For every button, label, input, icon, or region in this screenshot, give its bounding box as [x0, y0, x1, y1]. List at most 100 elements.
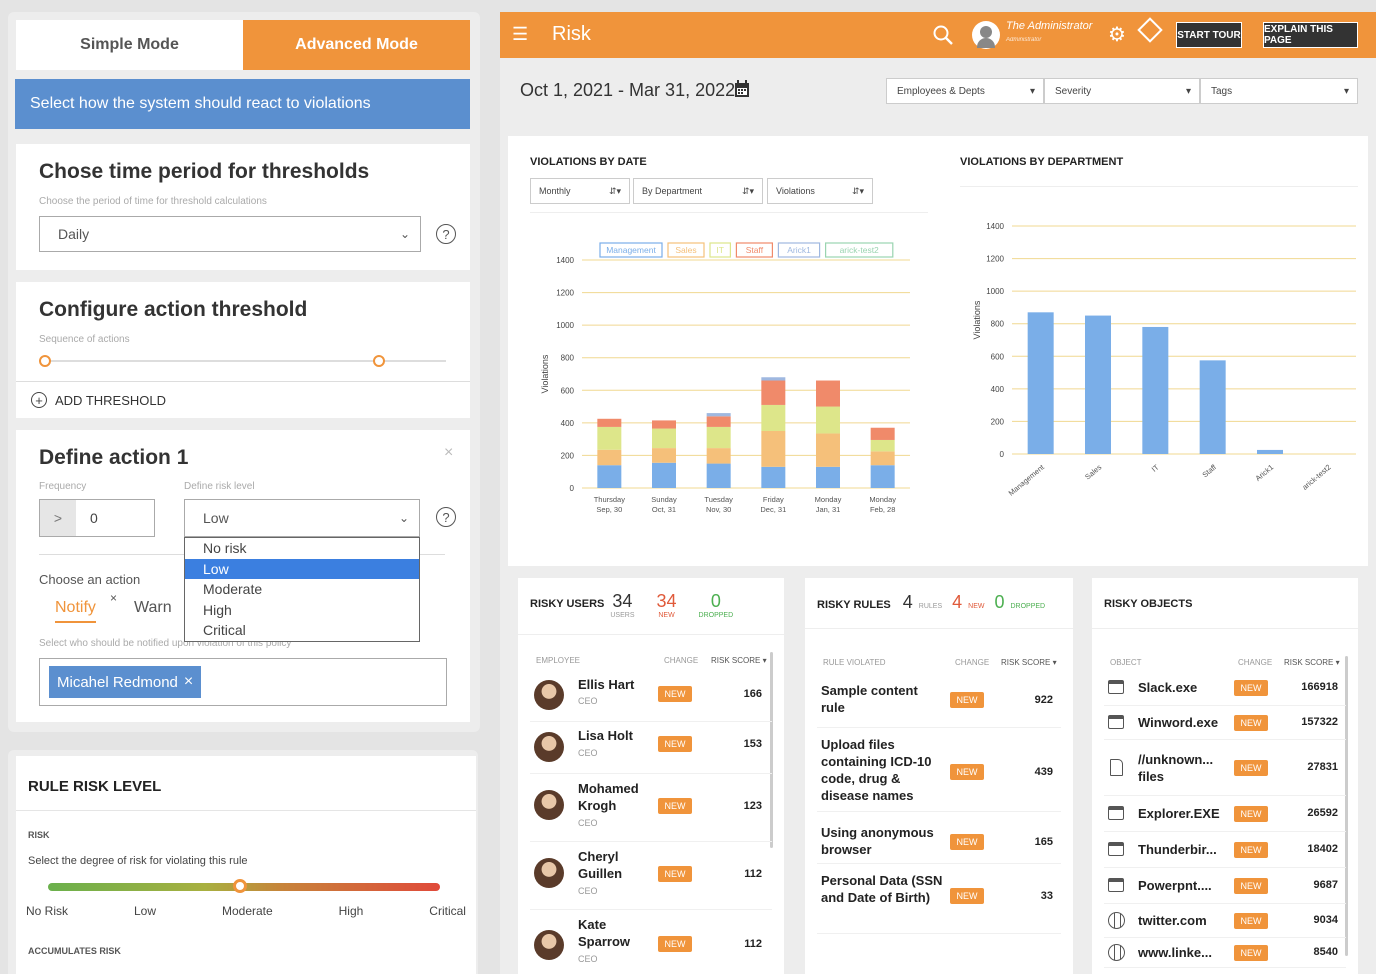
bar-segment [652, 462, 676, 488]
table-row[interactable]: Ellis Hart CEO NEW 166 [530, 674, 772, 722]
bar-segment [706, 413, 731, 417]
frequency-operator[interactable]: > [40, 500, 76, 536]
table-row[interactable]: Lisa Holt CEO NEW 153 [530, 724, 772, 774]
table-row[interactable]: Cheryl Guillen CEO NEW 112 [530, 844, 772, 910]
rule-risk-card: RULE RISK LEVEL RISK Select the degree o… [16, 756, 476, 974]
risk-option-low[interactable]: Low [185, 558, 419, 579]
time-period-title: Chose time period for thresholds [39, 160, 370, 183]
add-threshold-button[interactable]: + ADD THRESHOLD [31, 392, 166, 408]
y-tick-label: 1200 [556, 289, 574, 298]
time-period-select[interactable]: Daily ⌄ [39, 216, 421, 252]
globe-icon [1108, 912, 1125, 929]
user-name[interactable]: The Administrator [1006, 20, 1093, 32]
employees-filter[interactable]: Employees & Depts ▾ [886, 78, 1044, 104]
search-icon[interactable] [932, 24, 954, 46]
risk-option-moderate[interactable]: Moderate [203, 581, 263, 597]
table-row[interactable]: www.linke... NEW 8540 [1104, 938, 1346, 968]
date-range[interactable]: Oct 1, 2021 - Mar 31, 2022 [520, 80, 736, 100]
explain-page-button[interactable]: EXPLAIN THIS PAGE [1263, 22, 1358, 48]
action-threshold-card: Configure action threshold Sequence of a… [16, 282, 470, 418]
x-tick-label: Sunday [651, 495, 677, 504]
menu-icon[interactable]: ☰ [512, 24, 529, 44]
threshold-slider-handle-end[interactable] [373, 355, 385, 367]
legend-label: Management [606, 245, 656, 255]
bar-segment [761, 466, 786, 488]
risk-level-select[interactable]: Low ⌄ [184, 499, 420, 537]
table-row[interactable]: Mohamed Krogh CEO NEW 123 [530, 776, 772, 842]
col-risk-score[interactable]: RISK SCORE ▾ [711, 656, 767, 665]
bar-segment [597, 449, 622, 466]
scrollbar[interactable] [770, 652, 773, 848]
metric-select[interactable]: Violations ⇵▾ [767, 178, 873, 204]
charts-card: VIOLATIONS BY DATE Monthly ⇵▾ By Departme… [508, 136, 1368, 566]
start-tour-button[interactable]: START TOUR [1176, 22, 1242, 48]
tags-filter[interactable]: Tags ▾ [1200, 78, 1358, 104]
bar-segment [816, 466, 840, 488]
calendar-icon[interactable] [734, 80, 750, 98]
table-row[interactable]: Upload files containing ICD-10 code, dru… [817, 730, 1061, 812]
bar-segment [652, 448, 676, 463]
table-row[interactable]: twitter.com NEW 9034 [1104, 904, 1346, 938]
scrollbar[interactable] [1345, 656, 1348, 956]
grouping-select[interactable]: By Department ⇵▾ [633, 178, 763, 204]
bar-segment [706, 426, 731, 449]
legend-item [709, 242, 731, 258]
x-tick-label: Tuesday [704, 495, 733, 504]
table-row[interactable]: Powerpnt.... NEW 9687 [1104, 868, 1346, 904]
threshold-slider-handle-start[interactable] [39, 355, 51, 367]
table-row[interactable]: Thunderbir... NEW 18402 [1104, 832, 1346, 868]
risk-score: 153 [743, 738, 762, 750]
table-row[interactable]: Slack.exe NEW 166918 [1104, 670, 1346, 706]
risk-option-no-risk[interactable]: No risk [203, 540, 247, 556]
advanced-mode-button[interactable]: Advanced Mode [243, 20, 470, 70]
help-icon[interactable]: ? [436, 507, 456, 527]
table-row[interactable]: //unknown... files NEW 27831 [1104, 740, 1346, 796]
legend-label: Staff [746, 245, 764, 255]
col-risk-score[interactable]: RISK SCORE ▾ [1284, 658, 1340, 667]
time-period-subtitle: Choose the period of time for threshold … [39, 196, 267, 207]
table-row[interactable]: Sample content rule NEW 922 [817, 676, 1061, 728]
bar-segment [816, 406, 840, 434]
action-warn-tab[interactable]: Warn [134, 599, 172, 616]
y-tick-label: 400 [561, 419, 575, 428]
simple-mode-button[interactable]: Simple Mode [80, 36, 179, 53]
col-risk-score[interactable]: RISK SCORE ▾ [1001, 658, 1057, 667]
table-row[interactable]: Explorer.EXE NEW 26592 [1104, 796, 1346, 832]
risk-level-handle[interactable] [233, 879, 248, 893]
severity-filter[interactable]: Severity ▾ [1044, 78, 1200, 104]
period-select[interactable]: Monthly ⇵▾ [530, 178, 630, 204]
user-role: Administrator [1006, 37, 1042, 43]
remove-notify-icon[interactable]: × [110, 591, 118, 605]
frequency-stepper[interactable]: > 0 [39, 499, 155, 537]
close-icon[interactable]: × [444, 444, 454, 461]
help-icon[interactable]: ? [436, 224, 456, 244]
table-row[interactable]: Winword.exe NEW 157322 [1104, 706, 1346, 740]
risk-option-high[interactable]: High [203, 601, 232, 618]
risk-option-critical[interactable]: Critical [203, 622, 246, 638]
risk-score: 18402 [1307, 843, 1338, 855]
avatar[interactable] [972, 21, 1000, 49]
bar-segment [706, 416, 731, 427]
tour-diamond-icon[interactable] [1137, 17, 1163, 43]
object-name: Powerpnt.... [1138, 878, 1212, 893]
user-name: Mohamed Krogh [578, 781, 639, 813]
divider [16, 381, 470, 382]
risky-rules-title: RISKY RULES [817, 599, 891, 611]
table-row[interactable]: Personal Data (SSN and Date of Birth) NE… [817, 866, 1061, 934]
recipient-tag[interactable]: Micahel Redmond × [49, 666, 202, 698]
chart-title-by-department: VIOLATIONS BY DEPARTMENT [960, 156, 1124, 168]
action-notify-tab[interactable]: Notify [55, 599, 96, 623]
frequency-value[interactable]: 0 [90, 510, 98, 526]
recipients-input[interactable] [39, 658, 447, 706]
gear-icon[interactable]: ⚙ [1108, 24, 1126, 46]
threshold-slider-track[interactable] [46, 360, 446, 362]
legend-item [735, 242, 773, 258]
table-row[interactable]: Kate Sparrow CEO NEW 112 [530, 912, 772, 974]
col-change: CHANGE [664, 656, 699, 665]
remove-recipient-icon[interactable]: × [183, 673, 194, 690]
table-row[interactable]: Using anonymous browser NEW 165 [817, 814, 1061, 864]
sort-caret-icon: ⇵▾ [608, 185, 621, 196]
new-badge: NEW [658, 798, 692, 814]
risk-score: 9687 [1313, 879, 1338, 891]
bar-segment [870, 439, 895, 452]
